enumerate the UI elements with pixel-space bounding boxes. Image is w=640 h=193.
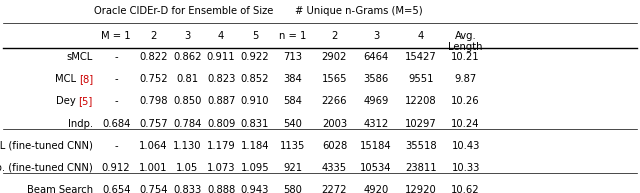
Text: 921: 921 (284, 163, 302, 173)
Text: 540: 540 (284, 119, 302, 129)
Text: [5]: [5] (79, 96, 93, 107)
Text: 10.26: 10.26 (451, 96, 480, 107)
Text: 0.809: 0.809 (207, 119, 236, 129)
Text: MCL: MCL (54, 74, 79, 84)
Text: 1.064: 1.064 (139, 141, 168, 151)
Text: 15427: 15427 (405, 52, 436, 62)
Text: MCL [8]: MCL [8] (54, 74, 93, 84)
Text: 3: 3 (373, 31, 379, 41)
Text: -: - (115, 141, 118, 151)
Text: 0.943: 0.943 (241, 185, 269, 193)
Text: 10.62: 10.62 (451, 185, 480, 193)
Text: 4: 4 (218, 31, 224, 41)
Text: Beam Search: Beam Search (27, 185, 93, 193)
Text: 0.850: 0.850 (173, 96, 202, 107)
Text: 2902: 2902 (322, 52, 347, 62)
Text: 12208: 12208 (405, 96, 436, 107)
Text: 10.24: 10.24 (451, 119, 480, 129)
Text: 1565: 1565 (322, 74, 347, 84)
Text: 1135: 1135 (280, 141, 305, 151)
Text: 23811: 23811 (405, 163, 436, 173)
Text: 0.757: 0.757 (139, 119, 168, 129)
Text: 1.073: 1.073 (207, 163, 236, 173)
Text: sMCL: sMCL (67, 52, 93, 62)
Text: 5: 5 (252, 31, 258, 41)
Text: 1.179: 1.179 (207, 141, 236, 151)
Text: 10.33: 10.33 (451, 163, 480, 173)
Text: 9551: 9551 (408, 74, 433, 84)
Text: 0.822: 0.822 (139, 52, 168, 62)
Text: 1.184: 1.184 (241, 141, 269, 151)
Text: 10.43: 10.43 (451, 141, 480, 151)
Text: 0.922: 0.922 (241, 52, 269, 62)
Text: 4: 4 (418, 31, 424, 41)
Text: 35518: 35518 (405, 141, 436, 151)
Text: 1.05: 1.05 (176, 163, 198, 173)
Text: 0.823: 0.823 (207, 74, 236, 84)
Text: 0.862: 0.862 (173, 52, 202, 62)
Text: 4969: 4969 (364, 96, 388, 107)
Text: 0.831: 0.831 (241, 119, 269, 129)
Text: 713: 713 (284, 52, 302, 62)
Text: 0.888: 0.888 (207, 185, 236, 193)
Text: 0.887: 0.887 (207, 96, 236, 107)
Text: -: - (115, 74, 118, 84)
Text: 10297: 10297 (405, 119, 436, 129)
Text: 15184: 15184 (360, 141, 392, 151)
Text: Dey: Dey (56, 96, 79, 107)
Text: 2: 2 (332, 31, 337, 41)
Text: sMCL (fine-tuned CNN): sMCL (fine-tuned CNN) (0, 141, 93, 151)
Text: 0.912: 0.912 (102, 163, 131, 173)
Text: 4920: 4920 (364, 185, 388, 193)
Text: 0.754: 0.754 (139, 185, 168, 193)
Text: # Unique n-Grams (M=5): # Unique n-Grams (M=5) (294, 6, 422, 16)
Text: 0.798: 0.798 (139, 96, 168, 107)
Text: Indp.: Indp. (68, 119, 93, 129)
Text: 0.684: 0.684 (102, 119, 131, 129)
Text: 1.130: 1.130 (173, 141, 202, 151)
Text: 0.852: 0.852 (241, 74, 269, 84)
Text: 2272: 2272 (322, 185, 347, 193)
Text: 12920: 12920 (405, 185, 436, 193)
Text: 0.911: 0.911 (207, 52, 236, 62)
Text: Avg.
Length: Avg. Length (449, 31, 483, 52)
Text: 584: 584 (284, 96, 302, 107)
Text: -: - (115, 96, 118, 107)
Text: 0.784: 0.784 (173, 119, 202, 129)
Text: 384: 384 (284, 74, 302, 84)
Text: 0.654: 0.654 (102, 185, 131, 193)
Text: 3586: 3586 (364, 74, 388, 84)
Text: 0.81: 0.81 (176, 74, 198, 84)
Text: 9.87: 9.87 (454, 74, 477, 84)
Text: Dey [5]: Dey [5] (56, 96, 93, 107)
Text: 2: 2 (150, 31, 156, 41)
Text: 4335: 4335 (322, 163, 347, 173)
Text: n = 1: n = 1 (279, 31, 307, 41)
Text: Oracle CIDEr-D for Ensemble of Size: Oracle CIDEr-D for Ensemble of Size (94, 6, 274, 16)
Text: 10534: 10534 (360, 163, 392, 173)
Text: Indp. (fine-tuned CNN): Indp. (fine-tuned CNN) (0, 163, 93, 173)
Text: 4312: 4312 (364, 119, 388, 129)
Text: -: - (115, 52, 118, 62)
Text: 1.001: 1.001 (139, 163, 168, 173)
Text: 2266: 2266 (322, 96, 347, 107)
Text: 2003: 2003 (322, 119, 347, 129)
Text: 0.833: 0.833 (173, 185, 202, 193)
Text: 1.095: 1.095 (241, 163, 269, 173)
Text: 0.910: 0.910 (241, 96, 269, 107)
Text: M = 1: M = 1 (101, 31, 131, 41)
Text: [8]: [8] (79, 74, 93, 84)
Text: 0.752: 0.752 (139, 74, 168, 84)
Text: 10.21: 10.21 (451, 52, 480, 62)
Text: 3: 3 (184, 31, 190, 41)
Text: 6464: 6464 (364, 52, 388, 62)
Text: 580: 580 (284, 185, 302, 193)
Text: 6028: 6028 (322, 141, 347, 151)
